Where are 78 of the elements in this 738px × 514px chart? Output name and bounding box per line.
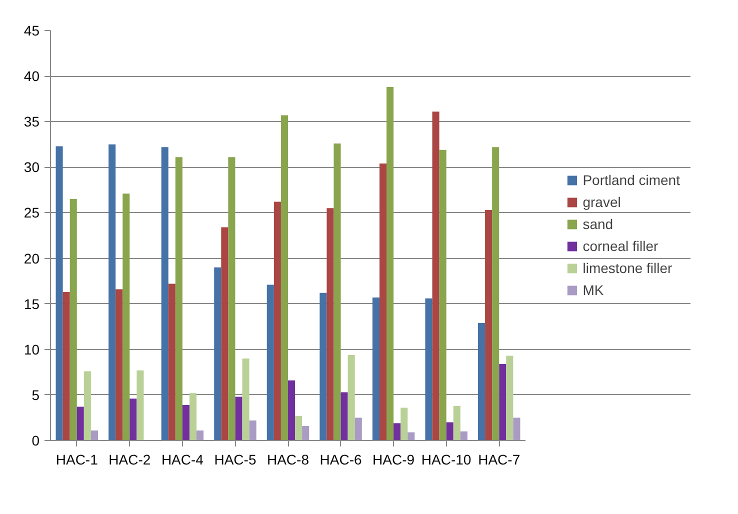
bar — [249, 420, 256, 440]
bar — [432, 112, 440, 440]
bar — [425, 298, 432, 440]
x-tick-label: HAC-4 — [161, 452, 204, 468]
y-tick-label: 0 — [32, 432, 40, 448]
bar — [122, 194, 130, 440]
bar — [235, 396, 242, 440]
bar — [168, 284, 176, 440]
x-tick-label: HAC-8 — [266, 452, 310, 468]
bar — [354, 418, 362, 440]
y-tick-label: 15 — [24, 296, 40, 312]
y-tick-label: 10 — [24, 341, 40, 358]
bar — [460, 431, 468, 440]
x-tick-label: HAC-9 — [372, 452, 415, 468]
bar — [280, 115, 288, 440]
y-tick-label: 45 — [24, 22, 40, 38]
legend-label: corneal filler — [582, 238, 658, 254]
bar — [340, 392, 348, 440]
bar — [130, 398, 137, 440]
bar — [56, 146, 63, 440]
legend-label: gravel — [582, 194, 621, 210]
bar — [182, 404, 190, 440]
bar — [386, 86, 394, 440]
bar — [221, 227, 228, 440]
y-tick-label: 40 — [24, 68, 40, 84]
bar — [70, 199, 77, 440]
bar — [228, 157, 236, 440]
bar — [400, 408, 408, 440]
bar — [302, 426, 310, 440]
bar — [394, 423, 401, 440]
bar — [175, 157, 182, 440]
y-tick-label: 20 — [24, 250, 40, 266]
bar — [513, 418, 520, 440]
bar — [320, 292, 327, 440]
x-tick-label: HAC-5 — [214, 452, 256, 468]
bar — [408, 432, 415, 440]
bar — [334, 143, 341, 440]
y-tick-label: 30 — [24, 159, 40, 176]
bar — [136, 370, 144, 440]
bar — [372, 297, 380, 440]
bar — [379, 164, 387, 440]
bar — [90, 430, 98, 440]
bar — [84, 371, 91, 440]
bar — [189, 393, 197, 440]
bar — [478, 322, 486, 440]
bar — [439, 150, 446, 440]
bar — [348, 354, 355, 440]
bar — [492, 147, 500, 440]
x-tick-label: HAC-2 — [108, 452, 151, 468]
bar — [506, 356, 514, 440]
y-tick-label: 25 — [24, 204, 40, 221]
y-tick-label: 5 — [32, 386, 40, 403]
bar — [196, 430, 204, 440]
bar — [62, 292, 70, 440]
x-tick-label: HAC-10 — [421, 452, 472, 468]
bar — [108, 144, 116, 440]
bar — [274, 202, 281, 440]
bar — [116, 289, 123, 440]
legend-label: sand — [582, 216, 614, 232]
legend-label: Portland ciment — [582, 172, 680, 188]
legend-label: MK — [582, 282, 604, 298]
bar — [453, 406, 460, 440]
bar — [161, 147, 168, 440]
bar — [242, 358, 250, 440]
bar — [214, 267, 222, 440]
bar — [499, 364, 506, 440]
x-tick-label: HAC-1 — [56, 452, 98, 468]
bar — [288, 380, 296, 440]
bar — [266, 284, 274, 440]
bar — [295, 416, 302, 440]
y-tick-label: 35 — [24, 114, 40, 130]
legend-label: limestone filler — [582, 260, 672, 276]
x-tick-label: HAC-6 — [320, 452, 362, 468]
x-tick-label: HAC-7 — [478, 452, 520, 468]
bar — [326, 208, 334, 440]
bar — [446, 422, 454, 440]
bar — [485, 210, 492, 440]
bar — [76, 406, 84, 440]
